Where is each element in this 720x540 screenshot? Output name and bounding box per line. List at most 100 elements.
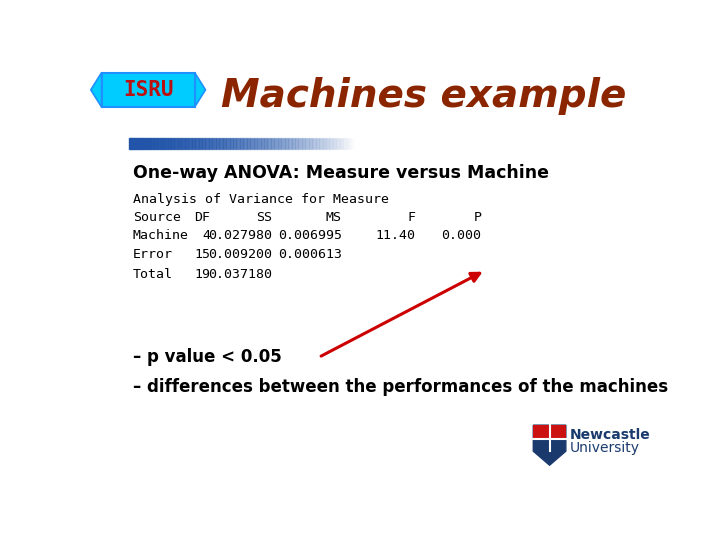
Bar: [192, 138, 193, 148]
Bar: [147, 138, 148, 148]
Bar: [293, 138, 294, 148]
Bar: [325, 138, 326, 148]
Bar: [300, 138, 301, 148]
Bar: [340, 138, 341, 148]
Bar: [312, 138, 313, 148]
Bar: [286, 138, 287, 148]
Bar: [207, 138, 208, 148]
Bar: [187, 138, 188, 148]
Bar: [274, 138, 275, 148]
Bar: [256, 138, 258, 148]
Bar: [171, 138, 172, 148]
Bar: [182, 138, 183, 148]
Text: 0.027980: 0.027980: [208, 230, 272, 242]
Bar: [241, 138, 242, 148]
Bar: [221, 138, 222, 148]
Bar: [311, 138, 312, 148]
Bar: [238, 138, 239, 148]
Bar: [269, 138, 270, 148]
Text: P: P: [473, 211, 482, 224]
Bar: [326, 138, 327, 148]
Bar: [132, 138, 133, 148]
Bar: [136, 138, 137, 148]
Bar: [352, 138, 353, 148]
Bar: [253, 138, 254, 148]
Bar: [302, 138, 303, 148]
Bar: [214, 138, 215, 148]
Bar: [296, 138, 297, 148]
Bar: [351, 138, 352, 148]
Bar: [137, 138, 138, 148]
Text: 0.000: 0.000: [441, 230, 482, 242]
Bar: [199, 138, 200, 148]
Bar: [154, 138, 155, 148]
Bar: [129, 138, 130, 148]
Text: 0.000613: 0.000613: [278, 248, 342, 261]
Polygon shape: [534, 425, 566, 439]
Bar: [169, 138, 170, 148]
Bar: [329, 138, 330, 148]
Bar: [213, 138, 214, 148]
Bar: [134, 138, 135, 148]
Bar: [342, 138, 343, 148]
Bar: [179, 138, 180, 148]
Bar: [196, 138, 197, 148]
Bar: [167, 138, 168, 148]
Bar: [338, 138, 339, 148]
Bar: [289, 138, 290, 148]
Bar: [145, 138, 147, 148]
Bar: [339, 138, 340, 148]
Bar: [272, 138, 273, 148]
Bar: [193, 138, 194, 148]
Bar: [220, 138, 221, 148]
Bar: [348, 138, 349, 148]
Bar: [258, 138, 259, 148]
Bar: [277, 138, 279, 148]
Bar: [315, 138, 316, 148]
Bar: [235, 138, 236, 148]
Bar: [153, 138, 154, 148]
Bar: [333, 138, 334, 148]
Bar: [178, 138, 179, 148]
Bar: [130, 138, 131, 148]
Text: Machines example: Machines example: [220, 77, 626, 114]
Bar: [176, 138, 177, 148]
Bar: [191, 138, 192, 148]
Bar: [259, 138, 260, 148]
Bar: [309, 138, 310, 148]
Bar: [143, 138, 144, 148]
Bar: [349, 138, 350, 148]
Text: F: F: [408, 211, 415, 224]
Bar: [232, 138, 233, 148]
Bar: [159, 138, 160, 148]
Bar: [230, 138, 231, 148]
Bar: [163, 138, 164, 148]
Bar: [206, 138, 207, 148]
Bar: [285, 138, 286, 148]
Bar: [275, 138, 276, 148]
Bar: [317, 138, 318, 148]
Bar: [152, 138, 153, 148]
Bar: [297, 138, 299, 148]
Bar: [219, 138, 220, 148]
Bar: [244, 138, 245, 148]
Bar: [131, 138, 132, 148]
Polygon shape: [91, 72, 102, 107]
Bar: [337, 138, 338, 148]
Bar: [189, 138, 190, 148]
Bar: [291, 138, 292, 148]
Bar: [160, 138, 161, 148]
Bar: [254, 138, 255, 148]
Bar: [175, 138, 176, 148]
Bar: [229, 138, 230, 148]
Bar: [271, 138, 272, 148]
Bar: [262, 138, 263, 148]
Bar: [148, 138, 149, 148]
Bar: [161, 138, 162, 148]
Bar: [249, 138, 250, 148]
Bar: [255, 138, 256, 148]
Bar: [224, 138, 225, 148]
Bar: [314, 138, 315, 148]
Bar: [306, 138, 307, 148]
Bar: [323, 138, 324, 148]
